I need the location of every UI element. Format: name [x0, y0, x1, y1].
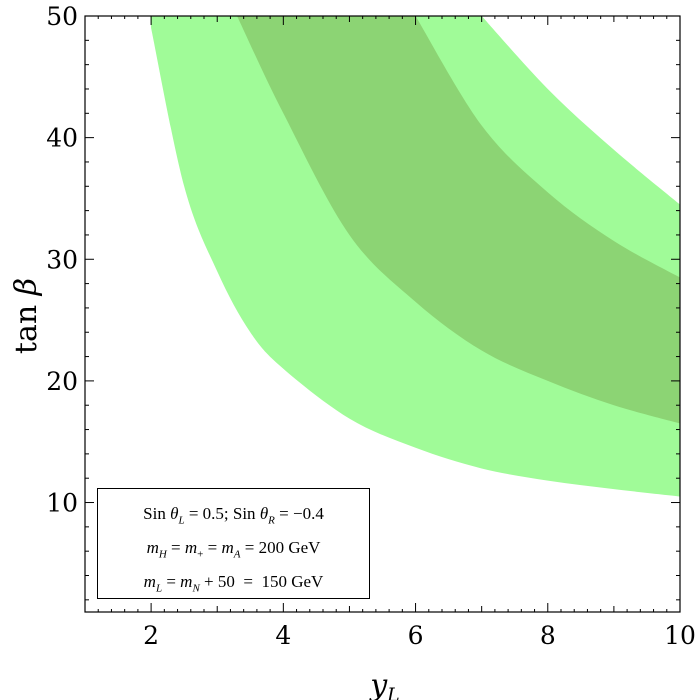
y-tick-label: 20: [46, 367, 78, 396]
ticks: [84, 15, 681, 612]
axes: [84, 15, 681, 613]
y-tick-label: 10: [46, 489, 78, 518]
x-tick-label: 6: [408, 621, 424, 650]
annotation-line-3: mL = mN + 50 = 150 GeV: [143, 572, 324, 595]
bands: [150, 16, 680, 497]
y-tick-label: 50: [46, 2, 78, 31]
annotation-line-2: mH = m+ = mA = 200 GeV: [146, 538, 321, 561]
x-tick-label: 4: [275, 621, 291, 650]
band-inner-band: [237, 16, 680, 424]
plot-frame: [84, 15, 681, 613]
y-axis-title: tan β: [9, 278, 44, 354]
y-tick-label: 30: [46, 245, 78, 274]
annotation-line-1: Sin θL = 0.5; Sin θR = −0.4: [143, 504, 324, 527]
annotation-box: Sin θL = 0.5; Sin θR = −0.4 mH = m+ = mA…: [97, 488, 370, 599]
x-tick-label: 2: [143, 621, 159, 650]
x-tick-label: 10: [664, 621, 696, 650]
tick-labels: 2 4 6 8 10 10 20 30 40 50: [46, 2, 696, 650]
x-tick-label: 8: [540, 621, 556, 650]
y-tick-label: 40: [46, 124, 78, 153]
